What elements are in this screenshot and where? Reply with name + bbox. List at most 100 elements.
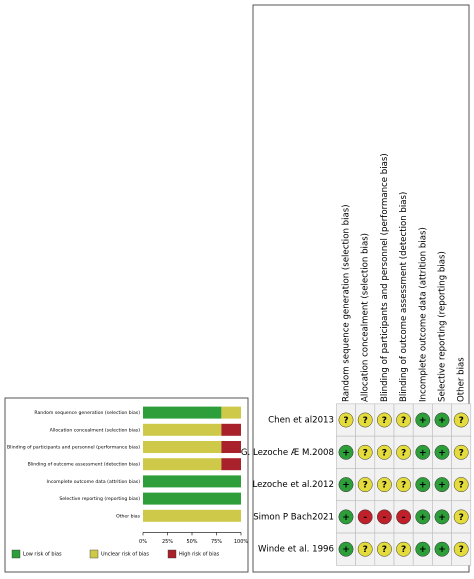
judgment-symbol: ?	[363, 481, 368, 491]
judgment-dot	[434, 509, 450, 525]
judgment-dot	[453, 444, 469, 460]
judgment-dot	[453, 412, 469, 428]
study-label: Winde et al. 1996	[258, 545, 334, 555]
study-label: Simon P Bach2021	[253, 512, 334, 522]
judgment-dot	[338, 541, 354, 557]
judgment-dot	[376, 477, 392, 493]
judgment-symbol: +	[342, 448, 350, 458]
study-label: Lezoche et al.2012	[252, 480, 334, 490]
judgment-symbol: +	[438, 416, 446, 426]
judgment-symbol: ?	[382, 545, 387, 555]
bar-segment	[221, 406, 241, 419]
judgment-dot	[396, 509, 412, 525]
judgment-dot	[396, 541, 412, 557]
judgment-dot	[415, 477, 431, 493]
judgment-dot	[357, 509, 373, 525]
judgment-symbol: ?	[343, 416, 348, 426]
judgment-symbol: ?	[363, 448, 368, 458]
judgment-dot	[415, 412, 431, 428]
judgment-symbol: -	[363, 513, 367, 523]
judgment-symbol: ?	[401, 448, 406, 458]
judgment-dot	[434, 444, 450, 460]
bar-segment	[143, 492, 241, 505]
bar-segment	[143, 441, 222, 453]
judgment-dot	[357, 412, 373, 428]
legend-label: Unclear risk of bias	[101, 552, 149, 558]
column-header: Incomplete outcome data (attrition bias)	[418, 227, 428, 402]
judgment-dot	[415, 541, 431, 557]
judgment-symbol: +	[342, 513, 350, 523]
legend-swatch	[89, 549, 99, 559]
judgment-symbol: +	[438, 481, 446, 491]
column-header: Other bias	[457, 357, 467, 402]
judgment-dot	[453, 477, 469, 493]
category-label: Incomplete outcome data (attrition bias)	[47, 479, 141, 485]
x-tick-label: 25%	[162, 539, 173, 545]
judgment-dot	[376, 509, 392, 525]
judgment-symbol: ?	[363, 545, 368, 555]
judgment-symbol: ?	[459, 448, 464, 458]
judgment-symbol: +	[419, 545, 427, 555]
judgment-symbol: ?	[401, 416, 406, 426]
judgment-symbol: ?	[382, 481, 387, 491]
judgment-dot	[357, 477, 373, 493]
judgment-dot	[453, 509, 469, 525]
category-label: Other bias	[116, 513, 141, 519]
x-tick-label: 75%	[211, 539, 222, 545]
judgment-dot	[376, 541, 392, 557]
judgment-symbol: ?	[382, 448, 387, 458]
category-label: Allocation concealment (selection bias)	[50, 427, 141, 433]
column-header: Selective reporting (reporting bias)	[438, 251, 448, 402]
judgment-dot	[357, 444, 373, 460]
judgment-symbol: ?	[382, 416, 387, 426]
bar-segment	[143, 406, 222, 419]
judgment-dot	[338, 412, 354, 428]
judgment-symbol: ?	[459, 481, 464, 491]
judgment-symbol: +	[438, 513, 446, 523]
category-label: Blinding of participants and personnel (…	[7, 445, 140, 451]
judgment-symbol: -	[383, 513, 387, 523]
legend-swatch	[167, 549, 177, 559]
bar-segment	[143, 509, 241, 522]
category-label: Blinding of outcome assessment (detectio…	[28, 462, 141, 468]
bar-segment	[221, 423, 241, 436]
judgment-dot	[338, 509, 354, 525]
judgment-symbol: ?	[363, 416, 368, 426]
column-header: Blinding of outcome assessment (detectio…	[399, 192, 409, 402]
judgment-dot	[434, 477, 450, 493]
x-tick-label: 100%	[234, 539, 249, 545]
judgment-symbol: -	[402, 513, 406, 523]
judgment-dot	[376, 412, 392, 428]
bar-segment	[221, 458, 241, 471]
judgment-symbol: +	[438, 448, 446, 458]
category-label: Random sequence generation (selection bi…	[34, 410, 140, 416]
bar-segment	[221, 441, 241, 453]
judgment-symbol: ?	[401, 481, 406, 491]
judgment-symbol: +	[419, 448, 427, 458]
judgment-symbol: +	[342, 481, 350, 491]
judgment-symbol: +	[419, 513, 427, 523]
bar-segment	[143, 458, 222, 471]
category-label: Selective reporting (reporting bias)	[59, 496, 140, 502]
judgment-dot	[357, 541, 373, 557]
judgment-dot	[338, 444, 354, 460]
judgment-dot	[338, 477, 354, 493]
column-header: Allocation concealment (selection bias)	[361, 233, 371, 402]
judgment-symbol: ?	[401, 545, 406, 555]
judgment-dot	[434, 541, 450, 557]
bar-segment	[143, 423, 222, 436]
legend-swatch	[11, 549, 21, 559]
column-header: Blinding of participants and personnel (…	[380, 153, 390, 402]
judgment-symbol: +	[438, 545, 446, 555]
judgment-dot	[396, 477, 412, 493]
judgment-dot	[434, 412, 450, 428]
x-tick-label: 0%	[139, 539, 147, 545]
judgment-dot	[396, 412, 412, 428]
study-label: G. Lezoche Æ M.2008	[241, 448, 334, 458]
judgment-symbol: ?	[459, 513, 464, 523]
study-label: Chen et al2013	[268, 416, 334, 426]
judgment-symbol: +	[342, 545, 350, 555]
bar-segment	[143, 475, 241, 488]
judgment-dot	[415, 444, 431, 460]
